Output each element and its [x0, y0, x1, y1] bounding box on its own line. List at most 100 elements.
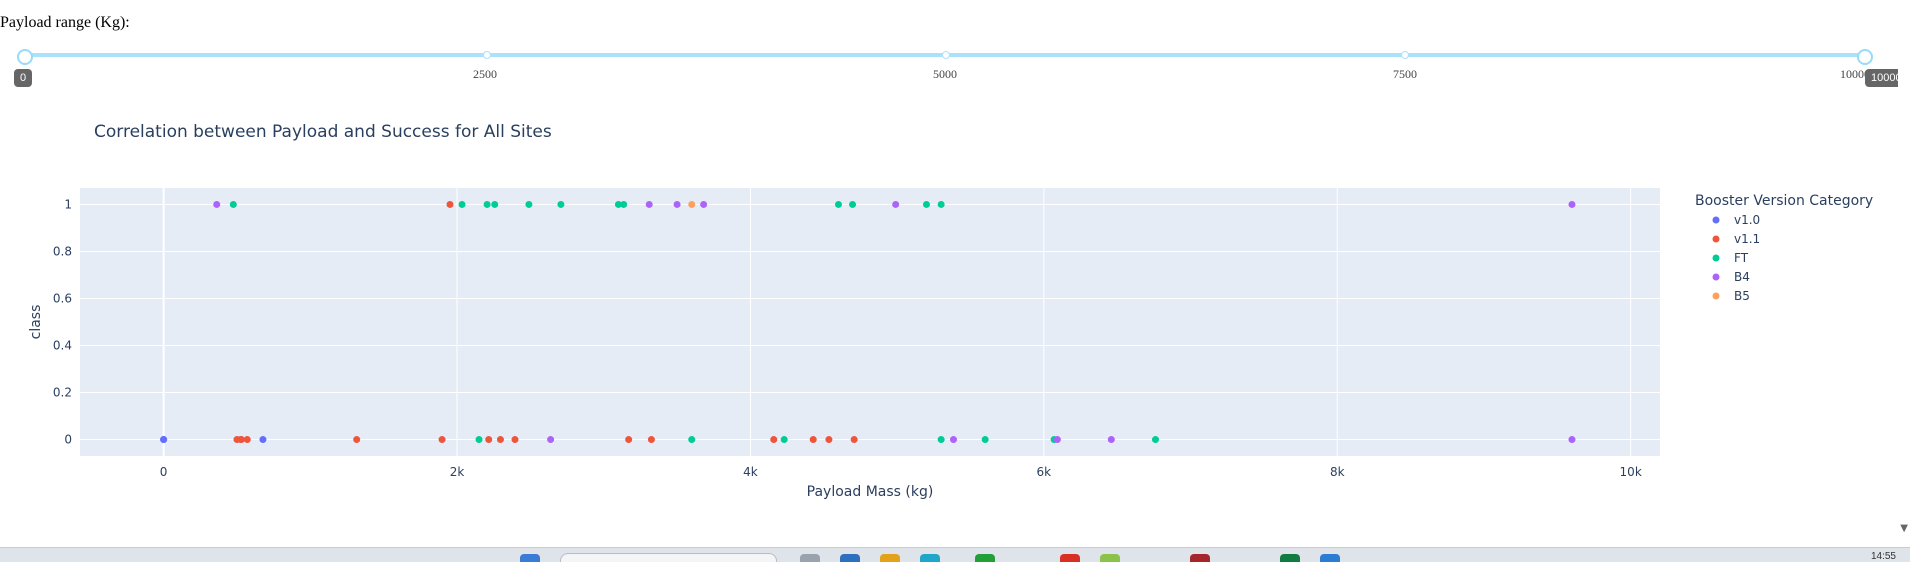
app-icon-2[interactable] [920, 554, 940, 562]
legend-marker-FT [1712, 254, 1720, 262]
legend-label-FT: FT [1734, 251, 1749, 265]
data-point-FT [229, 200, 237, 208]
data-point-v1.1 [446, 200, 454, 208]
data-point-B4 [1568, 200, 1576, 208]
x-tick-label: 4k [743, 465, 758, 479]
slider-mark-5000: 5000 [933, 67, 957, 81]
data-point-B4 [1053, 436, 1061, 444]
data-point-v1.1 [809, 436, 817, 444]
data-point-B4 [1568, 436, 1576, 444]
x-axis-label: Payload Mass (kg) [807, 484, 934, 500]
data-point-v1.1 [243, 436, 251, 444]
data-point-v1.1 [625, 436, 633, 444]
legend-label-v1.1: v1.1 [1734, 232, 1760, 246]
task-view-icon[interactable] [800, 554, 820, 562]
y-tick-label: 0 [64, 433, 72, 447]
data-point-B5 [688, 200, 696, 208]
data-point-FT [614, 200, 622, 208]
x-tick-label: 10k [1620, 465, 1642, 479]
data-point-B4 [645, 200, 653, 208]
legend-marker-B5 [1712, 292, 1720, 300]
app-icon-3[interactable] [975, 554, 995, 562]
data-point-v1.0 [259, 436, 267, 444]
data-point-FT [620, 200, 628, 208]
app-icon-4[interactable] [1100, 554, 1120, 562]
data-point-FT [491, 200, 499, 208]
grid-lines [80, 188, 1660, 456]
y-tick-label: 1 [64, 197, 72, 211]
data-point-FT [849, 200, 857, 208]
data-point-v1.1 [647, 436, 655, 444]
y-axis-ticks: 0 0.2 0.4 0.6 0.8 1 [53, 197, 72, 446]
app-icon-6[interactable] [1320, 554, 1340, 562]
legend-label-B4: B4 [1734, 270, 1750, 284]
data-point-v1.1 [770, 436, 778, 444]
taskbar-search-box[interactable] [560, 553, 777, 562]
data-point-v1.0 [160, 436, 168, 444]
slider-dot-5000 [942, 51, 950, 59]
data-point-FT [475, 436, 483, 444]
slider-mark-7500: 7500 [1393, 67, 1417, 81]
data-point-v1.1 [438, 436, 446, 444]
legend: v1.0 v1.1 FT B4 B5 [1712, 213, 1760, 303]
data-point-B4 [700, 200, 708, 208]
app-icon-1[interactable] [840, 554, 860, 562]
slider-tooltip-max: 10000 [1865, 69, 1908, 87]
payload-range-label: Payload range (Kg): [0, 14, 130, 31]
data-point-v1.1 [237, 436, 245, 444]
data-point-B4 [213, 200, 221, 208]
browser-icon[interactable] [1060, 554, 1080, 562]
legend-marker-B4 [1712, 273, 1720, 281]
y-tick-label: 0.2 [53, 386, 72, 400]
legend-label-B5: B5 [1734, 289, 1750, 303]
data-point-FT [688, 436, 696, 444]
y-axis-label: class [28, 305, 44, 340]
data-point-B4 [1107, 436, 1115, 444]
slider-handle-min[interactable] [17, 49, 33, 65]
taskbar: 14:55 [0, 547, 1910, 562]
data-point-B4 [949, 436, 957, 444]
data-point-v1.1 [496, 436, 504, 444]
slider-mark-10000: 10000 [1840, 67, 1870, 81]
data-point-FT [458, 200, 466, 208]
taskbar-clock: 14:55 [1870, 551, 1896, 562]
y-tick-label: 0.6 [53, 291, 72, 305]
app-icon-5[interactable] [1190, 554, 1210, 562]
data-point-v1.1 [485, 436, 493, 444]
x-tick-label: 6k [1037, 465, 1052, 479]
payload-success-scatter-chart: Correlation between Payload and Success … [28, 122, 1873, 500]
slider-dot-7500 [1401, 51, 1409, 59]
slider-tooltip-min: 0 [14, 69, 33, 87]
chart-title: Correlation between Payload and Success … [94, 122, 552, 142]
legend-marker-v1.1 [1712, 235, 1720, 243]
slider-handle-max[interactable] [1857, 49, 1873, 65]
data-point-B4 [673, 200, 681, 208]
legend-marker-v1.0 [1712, 216, 1720, 224]
y-tick-label: 0.4 [53, 339, 72, 353]
data-point-v1.1 [353, 436, 361, 444]
data-point-B4 [892, 200, 900, 208]
data-point-FT [780, 436, 788, 444]
y-tick-label: 0.8 [53, 244, 72, 258]
data-point-B4 [547, 436, 555, 444]
data-point-FT [937, 436, 945, 444]
legend-label-v1.0: v1.0 [1734, 213, 1760, 227]
slider-mark-2500: 2500 [473, 67, 497, 81]
x-tick-label: 2k [450, 465, 465, 479]
scroll-down-icon[interactable]: ▼ [1900, 523, 1908, 534]
data-point-FT [922, 200, 930, 208]
data-point-FT [1151, 436, 1159, 444]
start-icon[interactable] [520, 554, 540, 562]
folder-icon[interactable] [880, 554, 900, 562]
data-point-FT [981, 436, 989, 444]
data-point-v1.1 [511, 436, 519, 444]
page-scrollbar[interactable]: ▼ [1898, 0, 1910, 548]
x-axis-ticks: 0 2k 4k 6k 8k 10k [160, 465, 1642, 479]
x-tick-label: 0 [160, 465, 168, 479]
data-points [160, 200, 1576, 444]
legend-title: Booster Version Category [1695, 193, 1873, 209]
slider-dot-2500 [483, 51, 491, 59]
excel-icon[interactable] [1280, 554, 1300, 562]
data-point-FT [834, 200, 842, 208]
plot-area [80, 188, 1660, 456]
